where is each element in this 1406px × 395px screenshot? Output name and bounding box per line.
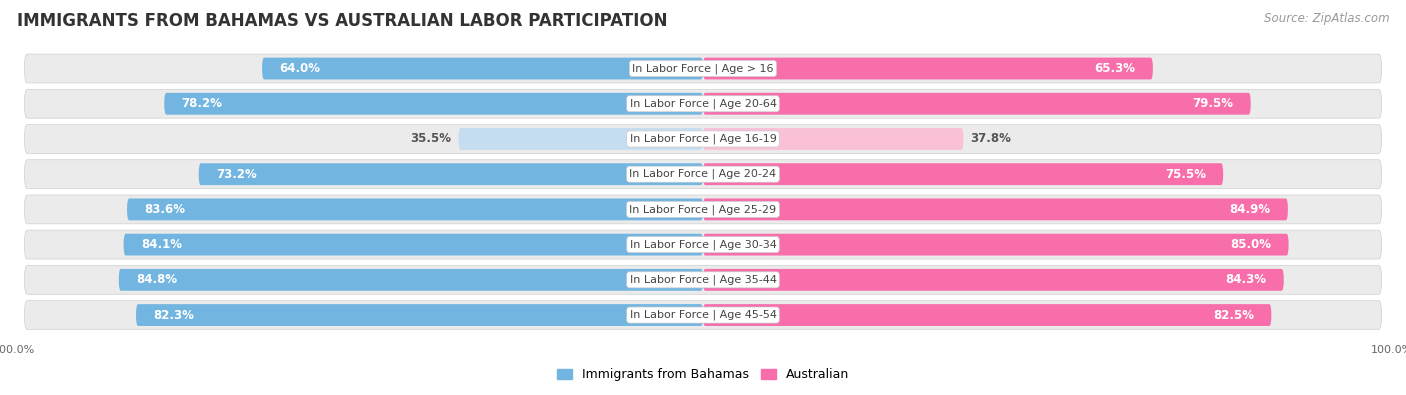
Text: 82.5%: 82.5% bbox=[1213, 308, 1254, 322]
FancyBboxPatch shape bbox=[703, 234, 1289, 256]
FancyBboxPatch shape bbox=[703, 163, 1223, 185]
Text: IMMIGRANTS FROM BAHAMAS VS AUSTRALIAN LABOR PARTICIPATION: IMMIGRANTS FROM BAHAMAS VS AUSTRALIAN LA… bbox=[17, 12, 668, 30]
Text: 83.6%: 83.6% bbox=[145, 203, 186, 216]
FancyBboxPatch shape bbox=[136, 304, 703, 326]
FancyBboxPatch shape bbox=[703, 128, 963, 150]
FancyBboxPatch shape bbox=[24, 89, 1382, 118]
FancyBboxPatch shape bbox=[703, 198, 1288, 220]
Text: 84.1%: 84.1% bbox=[141, 238, 181, 251]
Text: In Labor Force | Age 20-64: In Labor Force | Age 20-64 bbox=[630, 98, 776, 109]
FancyBboxPatch shape bbox=[24, 195, 1382, 224]
FancyBboxPatch shape bbox=[703, 304, 1271, 326]
FancyBboxPatch shape bbox=[127, 198, 703, 220]
Text: 84.9%: 84.9% bbox=[1230, 203, 1271, 216]
Text: 78.2%: 78.2% bbox=[181, 97, 222, 110]
Text: 35.5%: 35.5% bbox=[411, 132, 451, 145]
Text: In Labor Force | Age 35-44: In Labor Force | Age 35-44 bbox=[630, 275, 776, 285]
FancyBboxPatch shape bbox=[124, 234, 703, 256]
Text: Source: ZipAtlas.com: Source: ZipAtlas.com bbox=[1264, 12, 1389, 25]
FancyBboxPatch shape bbox=[198, 163, 703, 185]
Text: In Labor Force | Age > 16: In Labor Force | Age > 16 bbox=[633, 63, 773, 74]
FancyBboxPatch shape bbox=[24, 160, 1382, 189]
FancyBboxPatch shape bbox=[24, 265, 1382, 294]
FancyBboxPatch shape bbox=[24, 230, 1382, 259]
Text: 73.2%: 73.2% bbox=[217, 168, 257, 181]
Text: 84.3%: 84.3% bbox=[1226, 273, 1267, 286]
FancyBboxPatch shape bbox=[165, 93, 703, 115]
Text: In Labor Force | Age 30-34: In Labor Force | Age 30-34 bbox=[630, 239, 776, 250]
Text: 84.8%: 84.8% bbox=[136, 273, 177, 286]
FancyBboxPatch shape bbox=[24, 301, 1382, 329]
FancyBboxPatch shape bbox=[24, 54, 1382, 83]
FancyBboxPatch shape bbox=[24, 124, 1382, 153]
Text: In Labor Force | Age 45-54: In Labor Force | Age 45-54 bbox=[630, 310, 776, 320]
FancyBboxPatch shape bbox=[703, 93, 1251, 115]
FancyBboxPatch shape bbox=[262, 58, 703, 79]
FancyBboxPatch shape bbox=[118, 269, 703, 291]
FancyBboxPatch shape bbox=[703, 269, 1284, 291]
Text: In Labor Force | Age 25-29: In Labor Force | Age 25-29 bbox=[630, 204, 776, 214]
Text: 64.0%: 64.0% bbox=[280, 62, 321, 75]
Text: 37.8%: 37.8% bbox=[970, 132, 1011, 145]
Text: 79.5%: 79.5% bbox=[1192, 97, 1233, 110]
Text: In Labor Force | Age 20-24: In Labor Force | Age 20-24 bbox=[630, 169, 776, 179]
Text: In Labor Force | Age 16-19: In Labor Force | Age 16-19 bbox=[630, 134, 776, 144]
Text: 85.0%: 85.0% bbox=[1230, 238, 1271, 251]
FancyBboxPatch shape bbox=[458, 128, 703, 150]
FancyBboxPatch shape bbox=[703, 58, 1153, 79]
Legend: Immigrants from Bahamas, Australian: Immigrants from Bahamas, Australian bbox=[551, 363, 855, 386]
Text: 75.5%: 75.5% bbox=[1166, 168, 1206, 181]
Text: 65.3%: 65.3% bbox=[1095, 62, 1136, 75]
Text: 82.3%: 82.3% bbox=[153, 308, 194, 322]
